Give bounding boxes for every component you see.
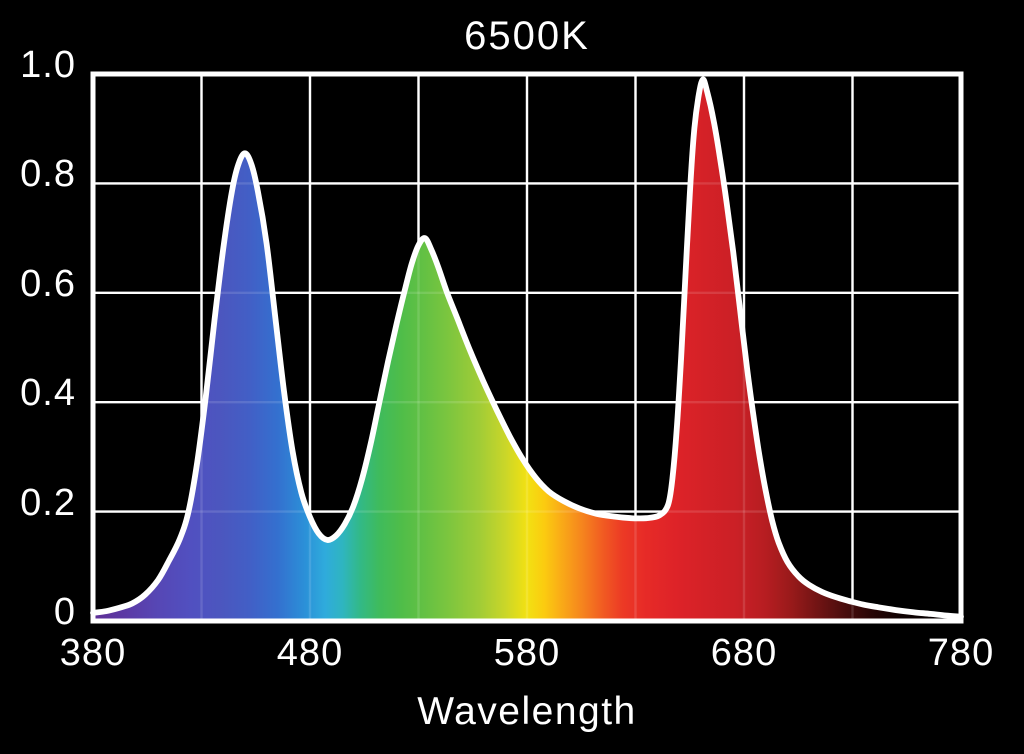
- x-axis-label: Wavelength: [417, 690, 637, 733]
- x-axis-tick-label-780: 780: [927, 632, 995, 674]
- spectrum-fill-area: [93, 79, 961, 621]
- grid-lines-overlay: [93, 74, 961, 621]
- spectral-curve: [90, 76, 964, 620]
- y-axis-tick-label-1.0: 1.0: [20, 44, 76, 86]
- x-axis-tick-label-680: 680: [710, 632, 778, 674]
- x-axis-tick-label-480: 480: [276, 632, 344, 674]
- chart-title: 6500K: [464, 14, 590, 58]
- x-axis-tick-label-380: 380: [59, 632, 127, 674]
- y-axis-tick-label-0.2: 0.2: [20, 481, 76, 524]
- plot-frame: [90, 71, 964, 624]
- y-axis-tick-label-0.8: 0.8: [20, 153, 76, 196]
- y-axis-tick-label-0: 0: [53, 591, 76, 633]
- y-axis-tick-label-0.6: 0.6: [20, 262, 76, 305]
- y-axis-tick-label-0.4: 0.4: [20, 372, 76, 415]
- x-axis-tick-label-580: 580: [493, 632, 561, 674]
